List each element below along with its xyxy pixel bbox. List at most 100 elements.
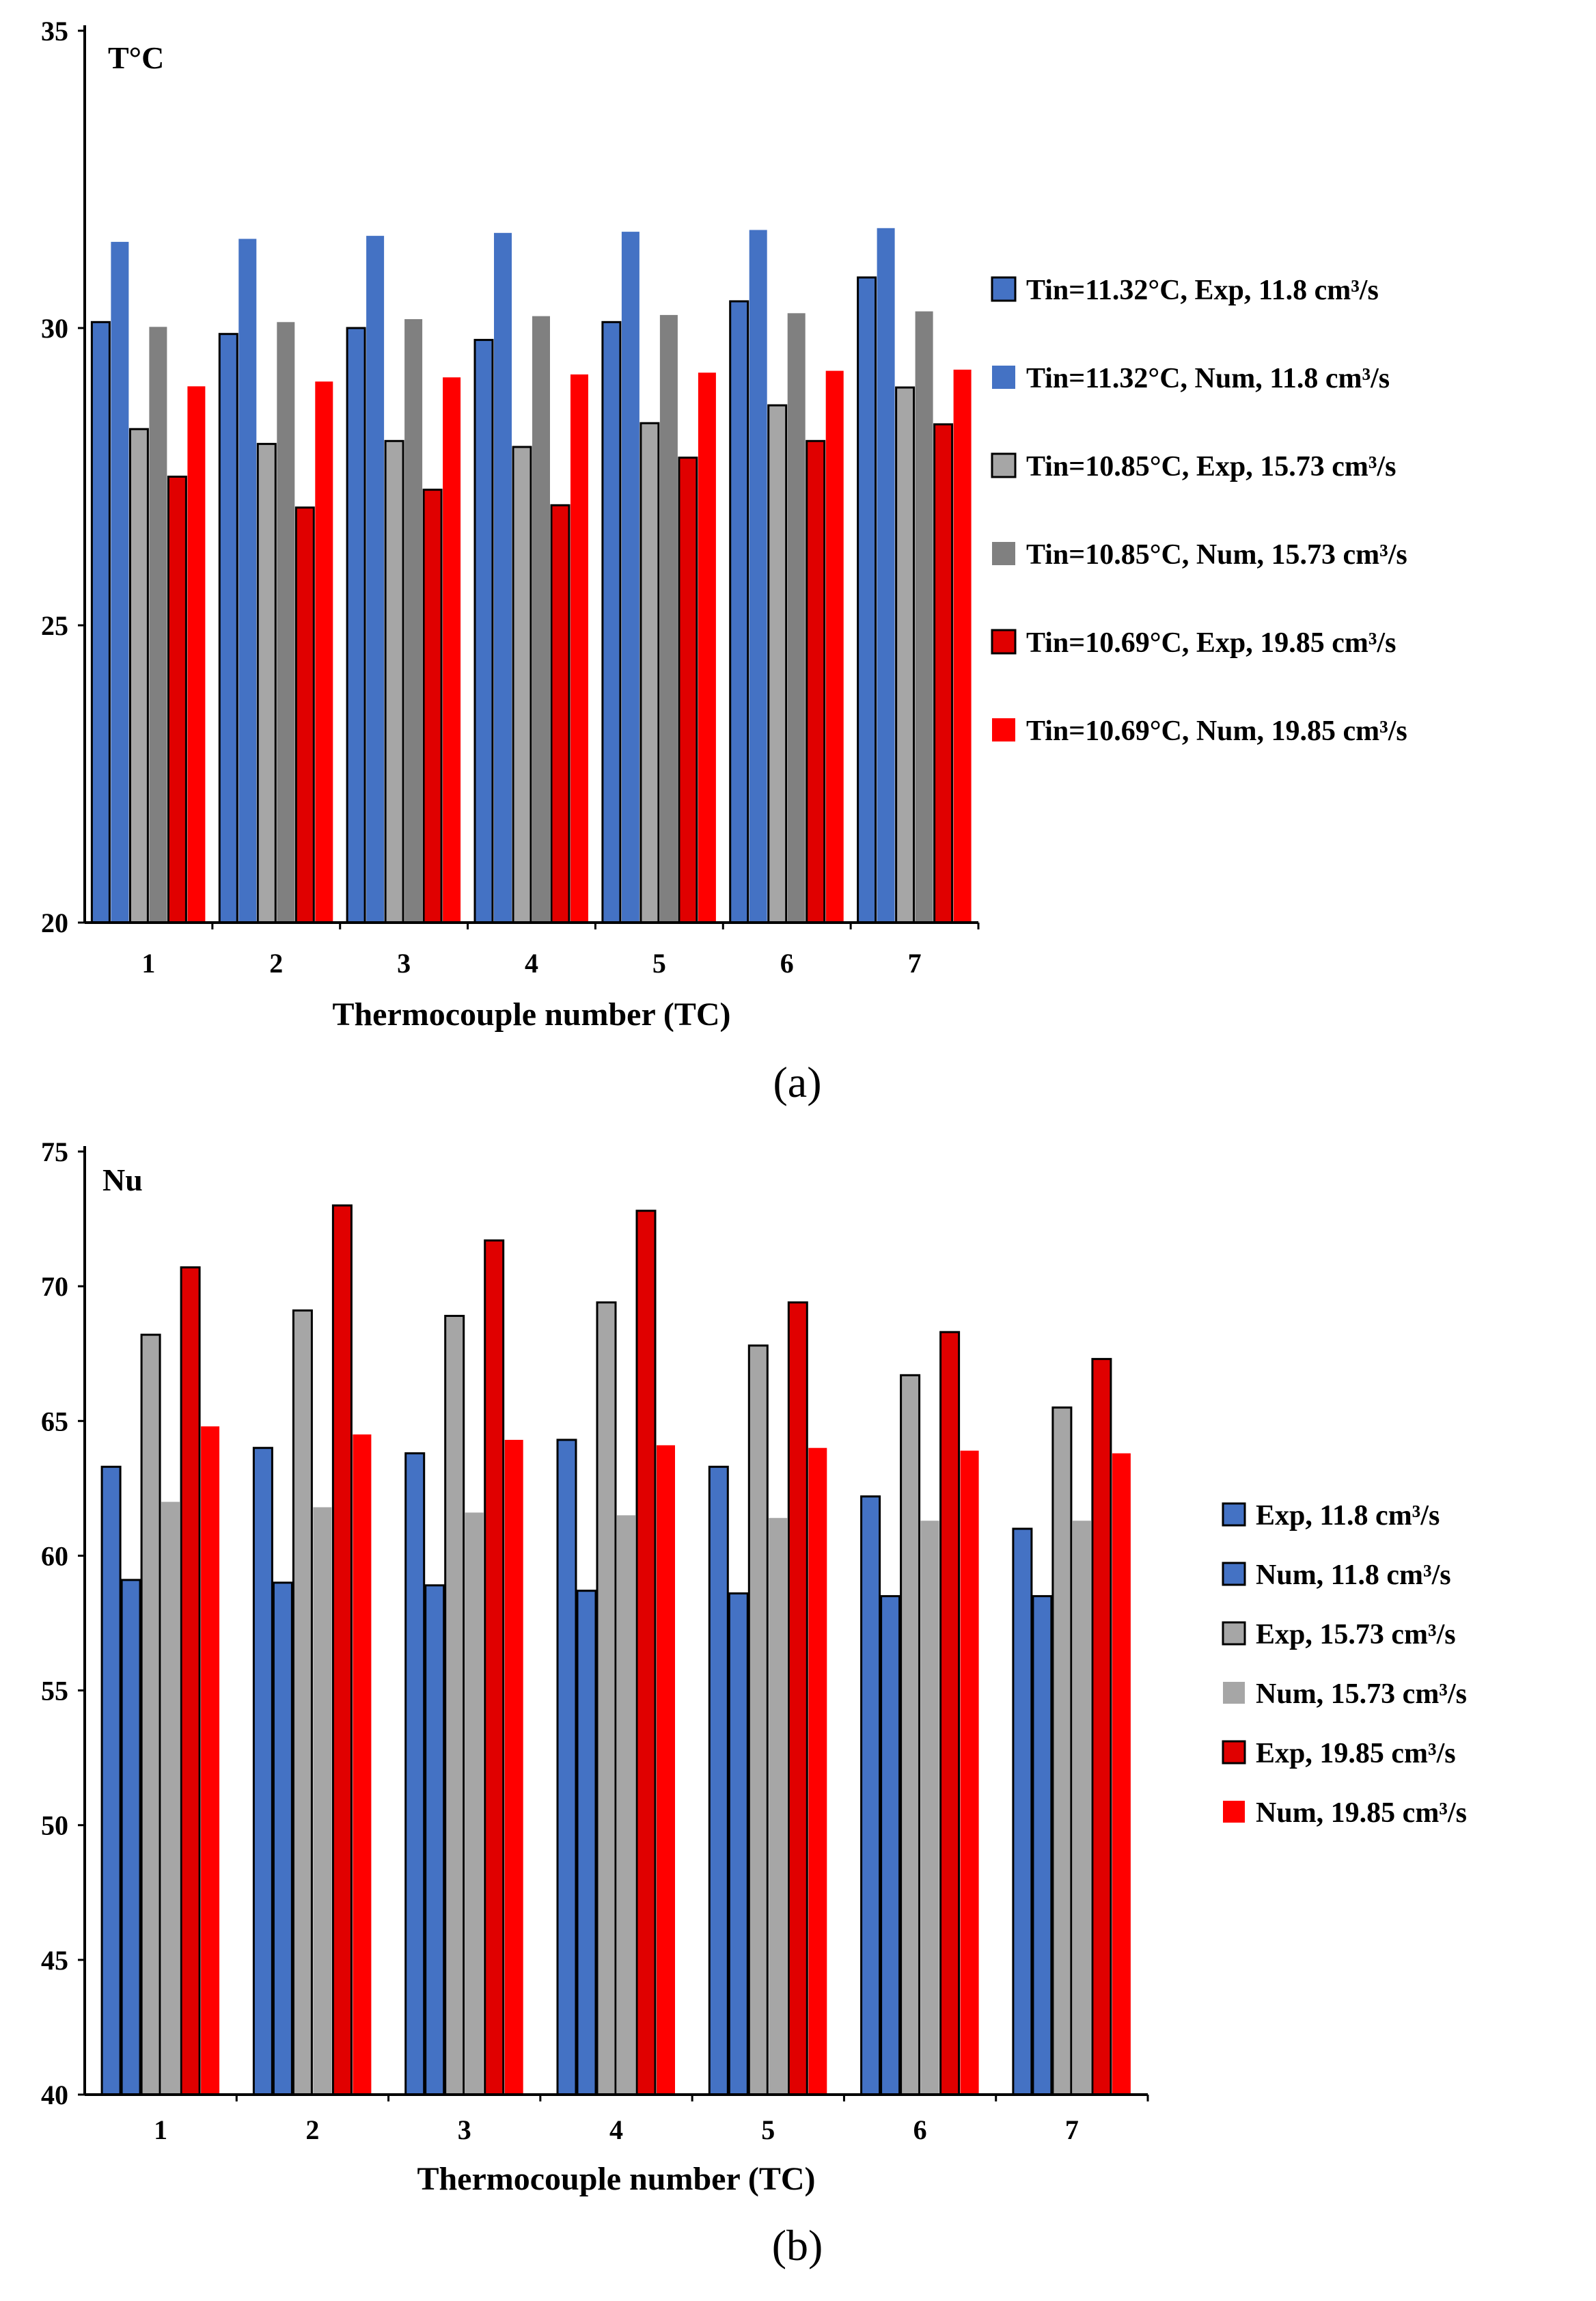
y-tick-label: 70 [41, 1271, 68, 1302]
bar-s1-tc1 [90, 321, 111, 924]
bar-s6-tc2 [353, 1434, 372, 2095]
bar-s6-tc6 [825, 370, 844, 923]
bar-s5-tc1 [180, 1266, 201, 2096]
bar-s6-tc5 [808, 1447, 827, 2095]
legend-swatch [1222, 1740, 1246, 1765]
bar-s6-tc1 [201, 1426, 220, 2095]
bar-s2-tc1 [111, 241, 129, 923]
bar-s1-tc1 [100, 1465, 122, 2096]
bar-s2-tc2 [238, 239, 257, 923]
bar-s6-tc1 [187, 386, 206, 923]
bar-s2-tc5 [621, 232, 639, 923]
bar-s2-tc4 [576, 1590, 597, 2096]
bar-s1-tc5 [708, 1465, 729, 2096]
bar-s1-tc7 [857, 276, 877, 924]
bar-s1-tc4 [556, 1439, 577, 2096]
bar-s2-tc4 [494, 232, 512, 923]
y-tick-label: 60 [41, 1540, 68, 1571]
bar-s4-tc5 [659, 314, 678, 923]
bar-s1-tc4 [473, 338, 494, 924]
x-tick-label: 3 [458, 2114, 471, 2145]
legend-label: Num, 19.85 cm³/s [1256, 1797, 1467, 1829]
bar-s6-tc3 [443, 377, 461, 923]
bar-s4-tc6 [787, 313, 806, 923]
x-axis-title: Thermocouple number (TC) [332, 996, 730, 1033]
legend-swatch [992, 718, 1015, 741]
bar-s2-tc7 [1032, 1595, 1053, 2096]
bar-s5-tc4 [550, 504, 570, 924]
bar-s5-tc1 [167, 476, 187, 924]
bar-s6-tc7 [953, 369, 972, 923]
bar-s1-tc2 [252, 1447, 273, 2096]
y-tick-label: 30 [41, 313, 68, 344]
legend-label: Tin=10.85°C, Exp, 15.73 cm³/s [1026, 451, 1396, 482]
bar-s5-tc5 [678, 457, 698, 924]
bar-s2-tc6 [749, 230, 767, 923]
x-tick-label: 3 [397, 948, 411, 979]
bar-s6-tc6 [960, 1450, 979, 2095]
x-tick-label: 4 [609, 2114, 623, 2145]
bar-s2-tc5 [728, 1592, 749, 2096]
bar-s5-tc3 [422, 489, 443, 924]
bar-s4-tc7 [1072, 1521, 1091, 2095]
bar-s1-tc5 [601, 321, 622, 924]
legend-swatch [991, 629, 1017, 655]
x-tick-label: 1 [141, 948, 155, 979]
bar-s6-tc4 [570, 374, 588, 923]
legend: Exp, 11.8 cm³/s Num, 11.8 cm³/s Exp, 15.73… [1222, 1500, 1467, 1829]
y-tick-label: 20 [41, 908, 68, 938]
bar-s4-tc7 [915, 311, 933, 923]
legend-swatch [991, 276, 1017, 302]
bar-s5-tc6 [939, 1331, 961, 2096]
x-tick-label: 7 [1065, 2114, 1079, 2145]
bar-s3-tc6 [900, 1374, 921, 2096]
legend-label: Tin=11.32°C, Exp, 11.8 cm³/s [1026, 275, 1379, 306]
bar-s3-tc3 [444, 1315, 465, 2096]
legend-label: Num, 11.8 cm³/s [1256, 1560, 1451, 1591]
bar-s1-tc3 [346, 327, 366, 924]
y-tick-label: 75 [41, 1136, 68, 1167]
legend-swatch [1223, 1801, 1245, 1823]
bar-s2-tc2 [272, 1581, 293, 2096]
bar-s3-tc1 [140, 1333, 161, 2096]
legend-label: Exp, 15.73 cm³/s [1256, 1619, 1456, 1650]
y-tick-label: 35 [41, 16, 68, 46]
x-tick-label: 2 [269, 948, 283, 979]
bar-s6-tc5 [698, 372, 716, 923]
bar-s3-tc7 [1051, 1406, 1073, 2096]
bar-s5-tc7 [1091, 1358, 1112, 2096]
bar-s2-tc6 [880, 1595, 901, 2096]
bar-s5-tc2 [294, 506, 315, 924]
bar-s3-tc2 [292, 1309, 313, 2096]
bar-s2-tc7 [877, 228, 895, 923]
legend-label: Tin=11.32°C, Num, 11.8 cm³/s [1026, 363, 1390, 394]
bar-s2-tc1 [120, 1579, 141, 2096]
bar-s4-tc3 [404, 319, 423, 923]
chart-panel-a: 20 25 30 35 1 2 3 4 5 6 7 Thermocouple number (TC) T… [41, 16, 1407, 1106]
y-tick-label: 45 [41, 1945, 68, 1976]
x-tick-label: 7 [908, 948, 922, 979]
bar-s4-tc2 [277, 322, 295, 923]
bar-s3-tc4 [596, 1301, 617, 2096]
legend-swatch [992, 366, 1015, 389]
x-tick-label: 5 [761, 2114, 775, 2145]
bar-s4-tc6 [920, 1521, 939, 2095]
bar-s3-tc3 [384, 439, 404, 924]
y-unit-label: Nu [102, 1162, 143, 1197]
y-tick-label: 25 [41, 610, 68, 641]
bar-s4-tc4 [532, 316, 550, 923]
bar-s4-tc1 [149, 327, 167, 923]
bar-s6-tc7 [1112, 1453, 1131, 2095]
x-tick-label: 4 [525, 948, 538, 979]
x-axis-title: Thermocouple number (TC) [417, 2161, 815, 2197]
bar-s5-tc4 [635, 1210, 657, 2096]
x-tick-label: 2 [305, 2114, 319, 2145]
bar-s1-tc7 [1012, 1527, 1033, 2096]
bar-s6-tc4 [657, 1445, 675, 2095]
bar-s4-tc4 [617, 1515, 635, 2095]
bar-s6-tc3 [504, 1439, 523, 2095]
bar-s1-tc6 [860, 1495, 881, 2096]
panel-label: (b) [772, 2221, 823, 2270]
